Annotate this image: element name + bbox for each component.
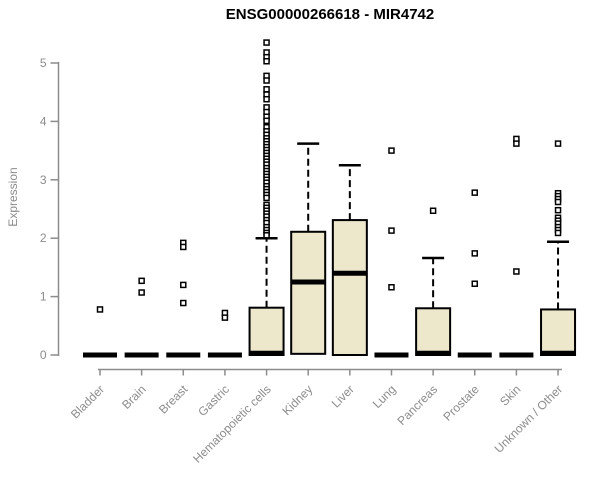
boxplot-box bbox=[415, 307, 452, 356]
outlier-point bbox=[388, 147, 395, 154]
boxplot-box bbox=[540, 308, 577, 356]
outlier-point bbox=[263, 86, 270, 93]
median-line bbox=[83, 352, 117, 358]
boxplot-box bbox=[248, 306, 285, 357]
x-tick-label: Liver bbox=[329, 382, 357, 410]
outlier-point bbox=[180, 281, 187, 289]
y-tick-label: 3 bbox=[40, 173, 47, 187]
median-line bbox=[499, 352, 534, 358]
median-line bbox=[207, 352, 242, 358]
chart-title: ENSG00000266618 - MIR4742 bbox=[225, 6, 435, 23]
outlier-point bbox=[263, 57, 270, 65]
outlier-point bbox=[263, 232, 270, 239]
y-tick-label: 0 bbox=[40, 348, 47, 362]
x-tick-label: Lung bbox=[370, 382, 399, 411]
x-tick-label: Gastric bbox=[195, 382, 232, 419]
y-axis-title: Expression bbox=[6, 167, 20, 226]
outlier-point bbox=[554, 198, 562, 206]
median-line bbox=[124, 352, 159, 358]
outlier-point bbox=[263, 95, 270, 103]
outlier-point bbox=[471, 250, 479, 257]
outlier-point bbox=[263, 117, 270, 125]
y-tick-label: 2 bbox=[40, 231, 47, 245]
outlier-point bbox=[554, 140, 562, 147]
x-tick-label: Bladder bbox=[68, 382, 107, 421]
x-tick-label: Skin bbox=[497, 382, 523, 408]
x-tick-label: Pancreas bbox=[394, 382, 440, 428]
outlier-point bbox=[388, 227, 395, 234]
outlier-point bbox=[554, 206, 562, 214]
outlier-point bbox=[96, 306, 104, 313]
outlier-point bbox=[429, 207, 437, 215]
outlier-point bbox=[471, 189, 479, 196]
outlier-point bbox=[221, 314, 229, 321]
outlier-point bbox=[263, 77, 270, 84]
x-tick-label: Hematopoietic cells bbox=[190, 382, 273, 465]
outlier-point bbox=[388, 284, 395, 291]
median-line bbox=[541, 350, 576, 356]
outlier-point bbox=[263, 39, 270, 46]
x-tick-label: Prostate bbox=[440, 382, 482, 424]
median-line bbox=[374, 352, 409, 358]
median-line bbox=[166, 352, 201, 358]
outlier-point bbox=[263, 194, 270, 202]
outlier-point bbox=[513, 268, 520, 275]
median-line bbox=[249, 350, 284, 356]
median-line bbox=[457, 352, 492, 358]
y-tick-label: 5 bbox=[40, 56, 47, 70]
y-tick-label: 4 bbox=[40, 114, 47, 128]
x-tick-label: Brain bbox=[119, 382, 149, 412]
x-tick-label: Kidney bbox=[279, 382, 315, 418]
outlier-point bbox=[138, 289, 145, 296]
outlier-point bbox=[471, 280, 479, 288]
y-tick-label: 1 bbox=[40, 290, 47, 304]
boxplot-box bbox=[331, 219, 368, 356]
median-line bbox=[332, 270, 367, 276]
outlier-point bbox=[180, 243, 187, 251]
boxplot-box bbox=[290, 230, 327, 355]
outlier-point bbox=[554, 229, 562, 237]
x-tick-label: Breast bbox=[156, 382, 191, 417]
outlier-point bbox=[513, 140, 520, 147]
median-line bbox=[416, 350, 451, 356]
median-line bbox=[291, 279, 326, 285]
outlier-point bbox=[180, 299, 187, 307]
outlier-point bbox=[138, 277, 145, 285]
